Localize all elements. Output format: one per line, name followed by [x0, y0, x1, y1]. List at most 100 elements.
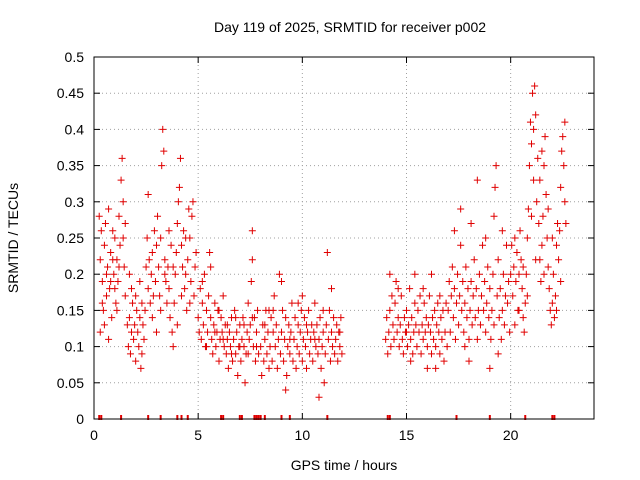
data-point — [157, 234, 165, 242]
data-point — [190, 292, 198, 300]
data-point — [180, 227, 188, 235]
data-point — [274, 335, 282, 343]
data-point — [451, 335, 459, 343]
data-point — [159, 125, 167, 133]
data-point — [555, 256, 563, 264]
data-point — [395, 343, 403, 351]
data-point — [394, 314, 402, 322]
data-point — [456, 292, 464, 300]
y-tick-label: 0.25 — [57, 230, 84, 246]
data-point — [432, 364, 440, 372]
data-point — [146, 299, 154, 307]
data-point — [272, 321, 280, 329]
data-point — [297, 306, 305, 314]
data-point — [118, 154, 126, 162]
data-point — [522, 270, 530, 278]
data-point — [196, 285, 204, 293]
chart-title: Day 119 of 2025, SRMTID for receiver p00… — [214, 19, 486, 35]
data-point — [392, 277, 400, 285]
data-point — [537, 277, 545, 285]
y-tick-label: 0.2 — [65, 266, 85, 282]
data-point — [528, 140, 535, 148]
data-point — [464, 285, 472, 293]
data-point — [511, 321, 519, 329]
data-point — [192, 248, 200, 256]
data-point — [400, 314, 408, 322]
data-point — [273, 364, 281, 372]
data-point — [260, 357, 268, 365]
data-point — [97, 227, 105, 235]
data-point — [561, 198, 569, 206]
data-point — [129, 299, 137, 307]
data-point — [293, 343, 301, 351]
data-point — [178, 241, 185, 249]
data-point — [533, 198, 541, 206]
data-point — [437, 314, 445, 322]
data-point — [468, 321, 476, 329]
data-point — [313, 321, 321, 329]
data-point — [530, 125, 538, 133]
data-point — [294, 299, 302, 307]
data-point — [128, 328, 135, 336]
data-point — [174, 198, 182, 206]
data-point — [137, 364, 145, 372]
data-point — [289, 357, 297, 365]
data-point — [236, 343, 244, 351]
data-point — [209, 350, 217, 358]
data-point — [319, 328, 327, 336]
data-point — [403, 306, 410, 314]
data-point — [498, 306, 506, 314]
y-tick-label: 0 — [76, 411, 84, 427]
data-point — [510, 263, 518, 271]
data-point — [446, 328, 454, 336]
data-point — [197, 335, 205, 343]
data-point — [276, 350, 284, 358]
data-point — [199, 321, 207, 329]
data-point — [116, 241, 124, 249]
data-point — [204, 328, 212, 336]
data-point — [203, 343, 210, 351]
data-point — [132, 292, 140, 300]
data-point — [243, 328, 251, 336]
data-point — [181, 285, 189, 293]
data-point — [467, 220, 475, 228]
data-point — [165, 227, 173, 235]
data-point — [416, 292, 424, 300]
data-point — [465, 335, 473, 343]
data-point — [458, 306, 466, 314]
data-point — [472, 285, 480, 293]
data-point — [517, 256, 525, 264]
data-point — [306, 350, 314, 358]
data-point — [206, 248, 214, 256]
data-point — [490, 212, 498, 220]
data-point — [283, 372, 291, 380]
data-point — [429, 314, 437, 322]
data-point — [312, 343, 320, 351]
data-point — [448, 263, 456, 271]
data-point — [329, 343, 337, 351]
data-point — [418, 321, 426, 329]
data-point — [207, 263, 215, 271]
x-tick-labels: 0 5 10 15 20 — [90, 427, 519, 443]
data-point — [459, 277, 467, 285]
data-point — [126, 350, 134, 358]
data-points — [95, 82, 570, 401]
data-point — [432, 343, 440, 351]
data-point — [480, 306, 488, 314]
data-point — [238, 335, 246, 343]
data-point — [482, 328, 490, 336]
data-point — [291, 314, 299, 322]
data-point — [428, 350, 435, 358]
data-point — [538, 241, 546, 249]
data-point — [103, 292, 110, 300]
data-point — [295, 350, 303, 358]
data-point — [560, 162, 568, 170]
data-point — [318, 343, 326, 351]
data-point — [251, 357, 259, 365]
data-point — [531, 82, 539, 90]
data-point — [298, 292, 306, 300]
data-point — [224, 364, 232, 372]
data-point — [111, 234, 119, 242]
data-point — [198, 277, 206, 285]
data-point — [540, 270, 548, 278]
